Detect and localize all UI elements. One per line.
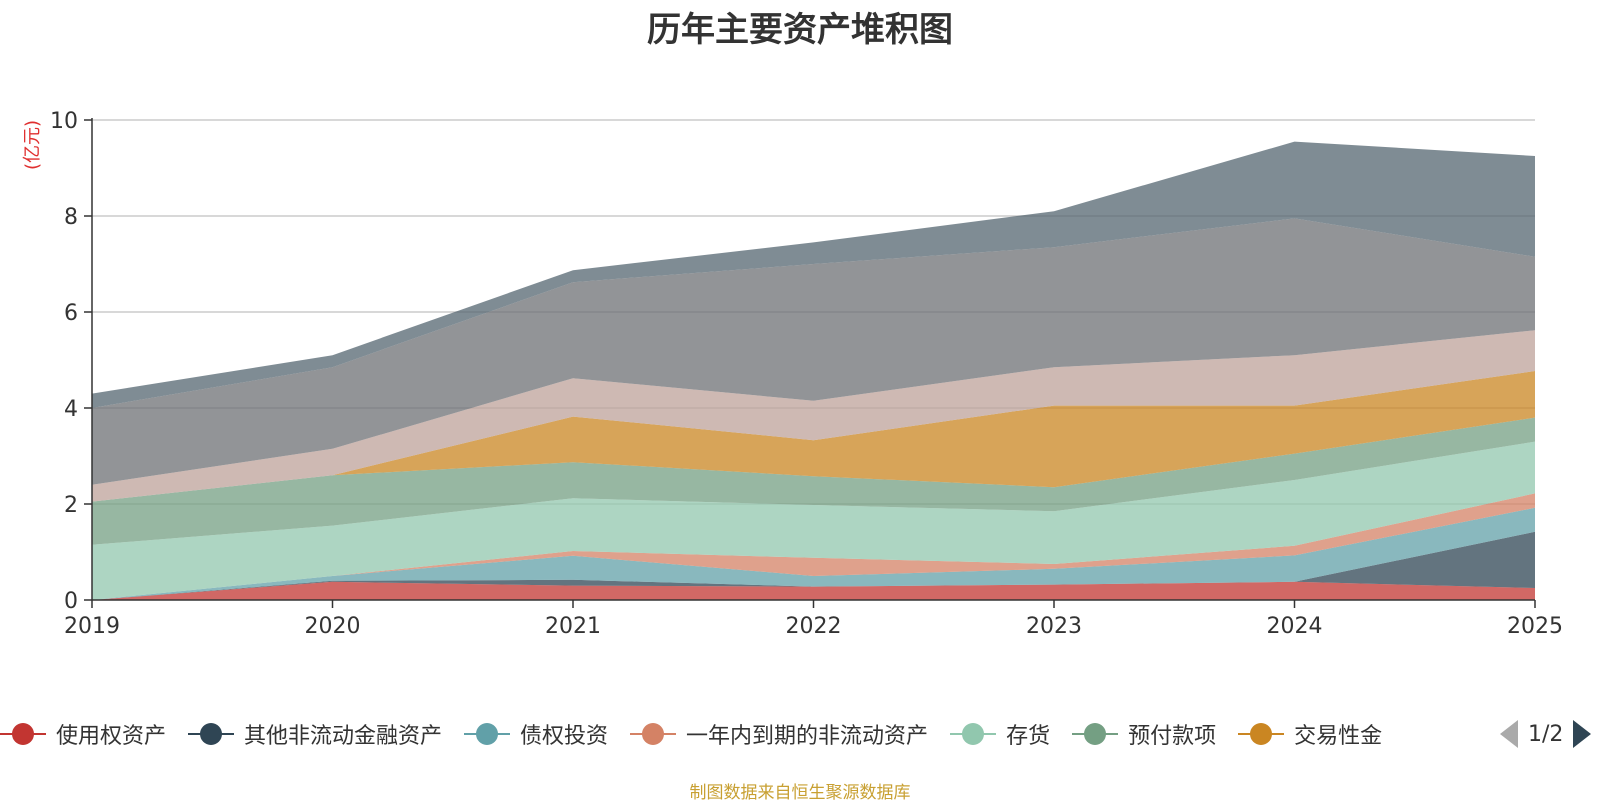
legend-item-6[interactable]: 交易性金 bbox=[1238, 718, 1382, 750]
area-series-1[interactable] bbox=[92, 531, 1535, 600]
x-tick-label: 2021 bbox=[545, 614, 601, 639]
legend-marker-icon bbox=[464, 722, 511, 746]
stacked-areas bbox=[92, 141, 1535, 600]
y-tick-label: 6 bbox=[64, 301, 78, 326]
x-tick-label: 2019 bbox=[64, 614, 120, 639]
y-tick-label: 10 bbox=[50, 109, 78, 134]
legend-label: 一年内到期的非流动资产 bbox=[686, 724, 929, 749]
area-series-6[interactable] bbox=[92, 371, 1535, 502]
legend-label: 其他非流动金融资产 bbox=[244, 724, 443, 749]
x-tick-label: 2024 bbox=[1267, 614, 1323, 639]
legend-marker-icon bbox=[950, 722, 997, 746]
legend-next-page-icon[interactable] bbox=[1573, 720, 1592, 748]
x-tick-label: 2023 bbox=[1026, 614, 1082, 639]
legend-item-2[interactable]: 债权投资 bbox=[464, 718, 608, 750]
legend-label: 债权投资 bbox=[520, 724, 609, 749]
x-tick-label: 2020 bbox=[305, 614, 361, 639]
area-series-8[interactable] bbox=[92, 218, 1535, 485]
legend-item-3[interactable]: 一年内到期的非流动资产 bbox=[630, 718, 928, 750]
legend-prev-page-icon[interactable] bbox=[1500, 720, 1518, 748]
area-series-2[interactable] bbox=[92, 507, 1535, 600]
legend-marker-icon bbox=[188, 722, 235, 746]
x-tick-label: 2022 bbox=[786, 614, 842, 639]
area-series-0[interactable] bbox=[92, 581, 1535, 600]
y-axis-unit-label: (亿元) bbox=[22, 120, 43, 170]
y-tick-label: 4 bbox=[64, 397, 78, 422]
legend-label: 存货 bbox=[1006, 724, 1051, 749]
y-tick-label: 2 bbox=[64, 493, 78, 518]
area-series-5[interactable] bbox=[92, 417, 1535, 545]
x-tick-label: 2025 bbox=[1507, 614, 1563, 639]
legend-label: 预付款项 bbox=[1128, 724, 1217, 749]
area-series-7[interactable] bbox=[92, 330, 1535, 502]
y-tick-label: 8 bbox=[64, 205, 78, 230]
legend: 使用权资产 其他非流动金融资产 债权投资 一年内到期的非流动资产 存货 预付款项 交易性金 bbox=[0, 716, 1404, 752]
area-series-4[interactable] bbox=[92, 441, 1535, 600]
legend-pager: 1/2 bbox=[1500, 716, 1592, 752]
legend-marker-icon bbox=[630, 722, 677, 746]
legend-marker-icon bbox=[1238, 722, 1285, 746]
chart-title: 历年主要资产堆积图 bbox=[647, 10, 953, 50]
legend-item-0[interactable]: 使用权资产 bbox=[0, 718, 166, 750]
source-note: 制图数据来自恒生聚源数据库 bbox=[689, 783, 911, 803]
y-tick-label: 0 bbox=[64, 589, 78, 614]
chart-plot: 0 2 4 6 8 10 2019 2020 2021 2022 2023 2024 2025 (亿元) bbox=[22, 109, 1563, 639]
area-series-9[interactable] bbox=[92, 141, 1535, 408]
legend-marker-icon bbox=[0, 722, 46, 746]
legend-label: 使用权资产 bbox=[56, 724, 167, 749]
legend-item-1[interactable]: 其他非流动金融资产 bbox=[188, 718, 442, 750]
legend-page-indicator: 1/2 bbox=[1528, 721, 1564, 747]
legend-label: 交易性金 bbox=[1294, 724, 1383, 749]
legend-marker-icon bbox=[1072, 722, 1119, 746]
axes: 0 2 4 6 8 10 2019 2020 2021 2022 2023 2024 2025 bbox=[50, 109, 1563, 639]
legend-item-5[interactable]: 预付款项 bbox=[1072, 718, 1216, 750]
legend-item-4[interactable]: 存货 bbox=[950, 718, 1050, 750]
